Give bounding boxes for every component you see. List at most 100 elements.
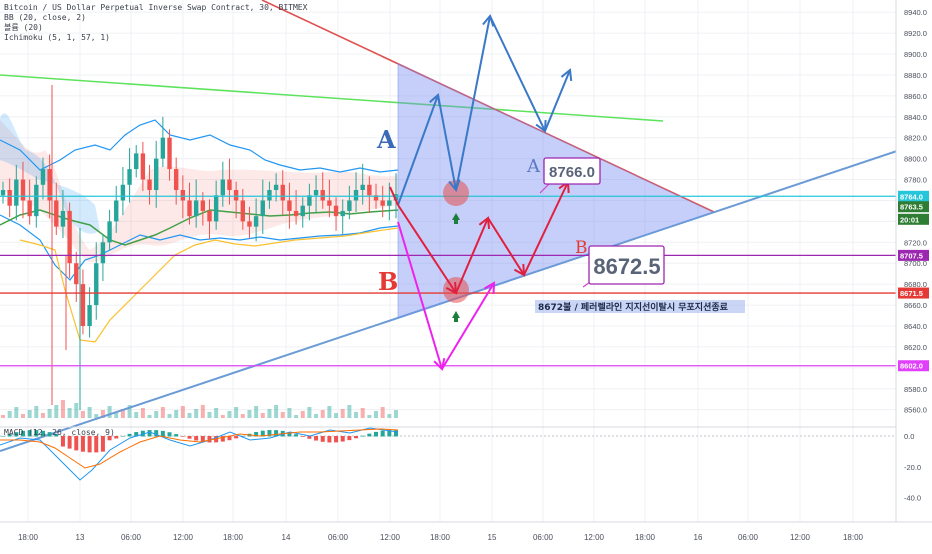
candle-body: [94, 263, 99, 306]
candle-body: [87, 305, 92, 326]
candle: [213, 180, 219, 230]
macd-bar: [147, 430, 152, 437]
candle-body: [180, 190, 186, 201]
candle: [227, 158, 232, 205]
badge-8602: 8602.0: [900, 362, 923, 371]
callout-8672-box: [588, 245, 665, 285]
volume-bar: [294, 415, 299, 418]
candle-body: [220, 179, 226, 196]
legend-bb[interactable]: BB (20, close, 2): [4, 13, 86, 22]
candle: [134, 145, 139, 178]
candle-body: [7, 190, 12, 206]
candle-body: [27, 200, 32, 217]
macd-line: [0, 427, 399, 481]
price-tick: 8900.0: [904, 50, 927, 59]
red-arrow-3-line: [487, 217, 525, 276]
candle-body: [300, 205, 305, 217]
candle-body: [0, 190, 6, 196]
macd-bar: [387, 430, 392, 437]
volume-bar: [154, 411, 159, 418]
candle: [54, 182, 59, 235]
candle-body: [253, 216, 259, 227]
circle-marker-a: [443, 180, 469, 206]
candle: [67, 202, 72, 278]
macd-bar: [294, 434, 299, 437]
price-tick: 8880.0: [904, 71, 927, 80]
blue-arrow-5: [544, 68, 573, 132]
candle-body: [313, 190, 319, 196]
candle-body: [387, 200, 392, 206]
candle: [307, 183, 312, 221]
volume-bar: [307, 407, 312, 418]
macd-tick: -40.0: [904, 494, 921, 503]
candle: [367, 176, 372, 214]
macd-bar: [20, 430, 25, 437]
candle: [333, 197, 339, 231]
macd-bar: [127, 433, 132, 437]
macd-bar: [327, 436, 332, 443]
volume-bar: [114, 413, 119, 418]
volume-bar: [394, 410, 398, 418]
volume-bar: [254, 406, 259, 418]
volume-bar: [60, 400, 65, 418]
candle: [100, 233, 106, 282]
candle-body: [160, 137, 166, 159]
candle-body: [114, 200, 119, 222]
candle-body: [20, 179, 26, 201]
candle: [140, 141, 146, 192]
badge-8671-bg: [898, 287, 929, 299]
legend-ichimoku[interactable]: Ichimoku (5, 1, 57, 1): [4, 33, 110, 42]
macd-bar: [134, 432, 139, 437]
volume-bar: [87, 407, 92, 418]
bb-lower: [0, 214, 399, 281]
candles: [0, 116, 399, 338]
volume-bar: [74, 403, 79, 418]
legend-volume[interactable]: 볼륨 (20): [4, 23, 43, 32]
macd-bar: [167, 432, 172, 437]
macd-bar: [200, 436, 205, 442]
macd-tick: -20.0: [904, 463, 921, 472]
candle-body: [154, 158, 159, 191]
candle-body: [207, 210, 212, 222]
macd-bar: [47, 432, 52, 437]
candle-body: [307, 195, 312, 206]
candle: [193, 179, 199, 228]
badge-8602-bg: [898, 360, 929, 372]
macd-bar: [220, 436, 225, 442]
price-tick: 8780.0: [904, 176, 927, 185]
candle-body: [333, 205, 339, 217]
callout-8766-box: [543, 157, 601, 185]
macd-bar: [107, 436, 112, 441]
volume-bar: [300, 411, 305, 418]
candle: [267, 181, 272, 209]
blue-arrow-4-line: [489, 15, 546, 132]
korean-note-text: 8672불 / 페러렐라인 지지선이탈시 무포지션종료: [538, 301, 729, 313]
macd-bar: [394, 430, 398, 437]
badge-8763: 8763.5: [900, 203, 923, 212]
candle-body: [293, 210, 299, 217]
volume-bar: [267, 409, 272, 418]
candle-body: [54, 200, 59, 227]
volume-bar: [174, 410, 179, 418]
volume-bar: [334, 413, 339, 418]
volume-bar: [207, 412, 212, 418]
macd-bar: [160, 430, 165, 437]
price-tick: 8700.0: [904, 259, 927, 268]
volume-bar: [194, 409, 199, 418]
candle-body: [393, 194, 399, 201]
candle: [7, 178, 12, 218]
label-a-small: A: [526, 156, 541, 177]
macd-bar: [7, 433, 12, 437]
macd-bar: [287, 432, 292, 437]
macd-bar: [174, 434, 179, 437]
volume-bar: [34, 406, 39, 418]
ichimoku-cloud-red: [0, 120, 398, 263]
volume-bar: [14, 407, 19, 418]
volume-bar: [354, 412, 359, 418]
volume-bar: [167, 414, 172, 418]
price-tick: 8940.0: [904, 8, 927, 17]
legend-symbol[interactable]: Bitcoin / US Dollar Perpetual Inverse Sw…: [4, 3, 308, 12]
volume-bar: [374, 411, 379, 418]
